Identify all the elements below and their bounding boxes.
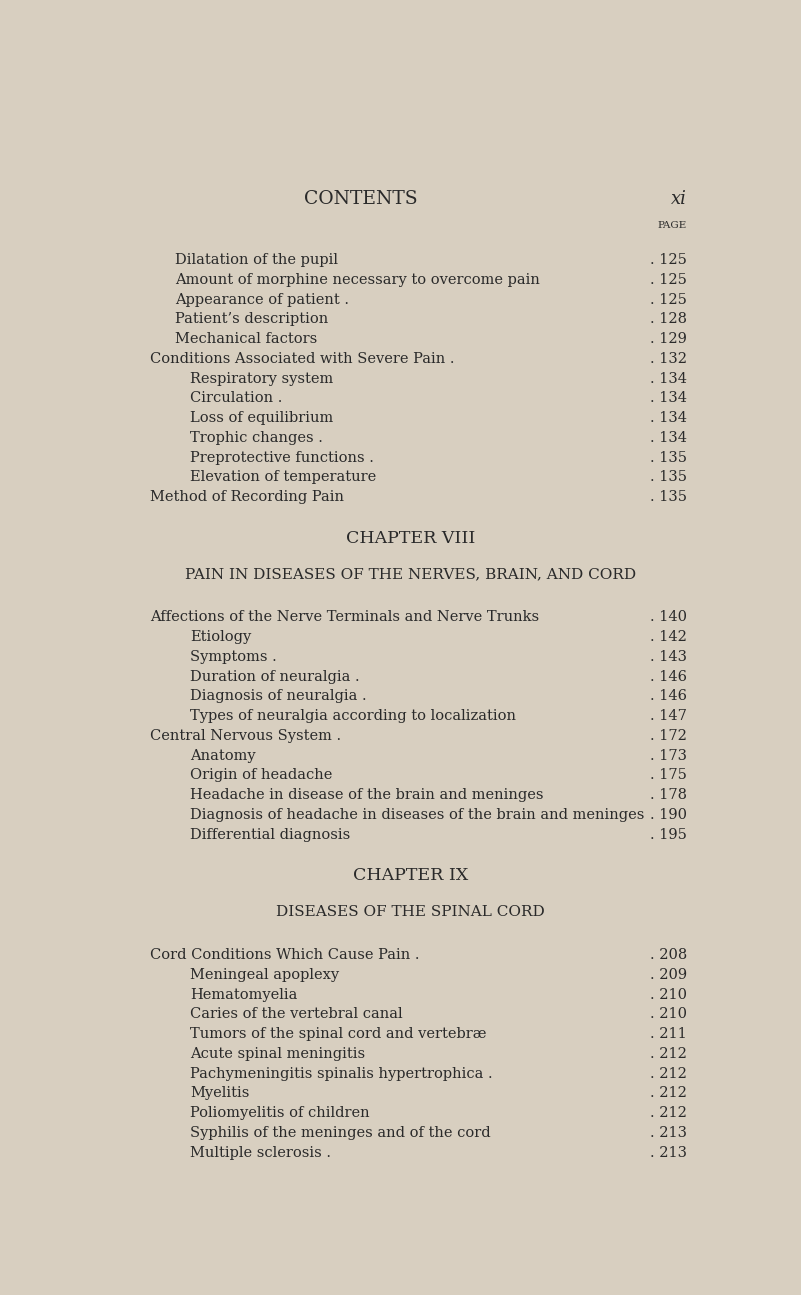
Text: Myelitis: Myelitis: [190, 1087, 250, 1101]
Text: Duration of neuralgia .: Duration of neuralgia .: [190, 670, 360, 684]
Text: Syphilis of the meninges and of the cord: Syphilis of the meninges and of the cord: [190, 1125, 491, 1140]
Text: PAGE: PAGE: [658, 221, 686, 231]
Text: Conditions Associated with Severe Pain .: Conditions Associated with Severe Pain .: [150, 352, 454, 366]
Text: . 175: . 175: [650, 768, 686, 782]
Text: . 143: . 143: [650, 650, 686, 664]
Text: Elevation of temperature: Elevation of temperature: [190, 470, 376, 484]
Text: . 142: . 142: [650, 631, 686, 644]
Text: . 210: . 210: [650, 1008, 686, 1022]
Text: Preprotective functions .: Preprotective functions .: [190, 451, 374, 465]
Text: Cord Conditions Which Cause Pain .: Cord Conditions Which Cause Pain .: [150, 948, 419, 962]
Text: . 134: . 134: [650, 372, 686, 386]
Text: . 128: . 128: [650, 312, 686, 326]
Text: . 146: . 146: [650, 670, 686, 684]
Text: Method of Recording Pain: Method of Recording Pain: [150, 490, 344, 504]
Text: Differential diagnosis: Differential diagnosis: [190, 828, 350, 842]
Text: . 195: . 195: [650, 828, 686, 842]
Text: Mechanical factors: Mechanical factors: [175, 332, 317, 346]
Text: . 212: . 212: [650, 1087, 686, 1101]
Text: Circulation .: Circulation .: [190, 391, 283, 405]
Text: Respiratory system: Respiratory system: [190, 372, 333, 386]
Text: . 211: . 211: [650, 1027, 686, 1041]
Text: . 129: . 129: [650, 332, 686, 346]
Text: Multiple sclerosis .: Multiple sclerosis .: [190, 1146, 331, 1159]
Text: Pachymeningitis spinalis hypertrophica .: Pachymeningitis spinalis hypertrophica .: [190, 1067, 493, 1080]
Text: . 147: . 147: [650, 710, 686, 723]
Text: CONTENTS: CONTENTS: [304, 190, 417, 208]
Text: Origin of headache: Origin of headache: [190, 768, 332, 782]
Text: Loss of equilibrium: Loss of equilibrium: [190, 411, 333, 425]
Text: Tumors of the spinal cord and vertebræ: Tumors of the spinal cord and vertebræ: [190, 1027, 487, 1041]
Text: Trophic changes .: Trophic changes .: [190, 431, 323, 444]
Text: . 125: . 125: [650, 293, 686, 307]
Text: . 134: . 134: [650, 411, 686, 425]
Text: Symptoms .: Symptoms .: [190, 650, 277, 664]
Text: Affections of the Nerve Terminals and Nerve Trunks: Affections of the Nerve Terminals and Ne…: [150, 610, 539, 624]
Text: . 190: . 190: [650, 808, 686, 822]
Text: . 213: . 213: [650, 1125, 686, 1140]
Text: . 212: . 212: [650, 1106, 686, 1120]
Text: Types of neuralgia according to localization: Types of neuralgia according to localiza…: [190, 710, 516, 723]
Text: . 209: . 209: [650, 967, 686, 982]
Text: Headache in disease of the brain and meninges: Headache in disease of the brain and men…: [190, 789, 544, 802]
Text: . 210: . 210: [650, 988, 686, 1001]
Text: Anatomy: Anatomy: [190, 749, 256, 763]
Text: Amount of morphine necessary to overcome pain: Amount of morphine necessary to overcome…: [175, 273, 540, 287]
Text: Central Nervous System .: Central Nervous System .: [150, 729, 341, 743]
Text: DISEASES OF THE SPINAL CORD: DISEASES OF THE SPINAL CORD: [276, 905, 545, 919]
Text: Hematomyelia: Hematomyelia: [190, 988, 297, 1001]
Text: Patient’s description: Patient’s description: [175, 312, 328, 326]
Text: Caries of the vertebral canal: Caries of the vertebral canal: [190, 1008, 403, 1022]
Text: . 178: . 178: [650, 789, 686, 802]
Text: . 172: . 172: [650, 729, 686, 743]
Text: Acute spinal meningitis: Acute spinal meningitis: [190, 1046, 365, 1061]
Text: Meningeal apoplexy: Meningeal apoplexy: [190, 967, 340, 982]
Text: . 212: . 212: [650, 1046, 686, 1061]
Text: . 213: . 213: [650, 1146, 686, 1159]
Text: . 212: . 212: [650, 1067, 686, 1080]
Text: . 134: . 134: [650, 391, 686, 405]
Text: Appearance of patient .: Appearance of patient .: [175, 293, 348, 307]
Text: . 173: . 173: [650, 749, 686, 763]
Text: CHAPTER VIII: CHAPTER VIII: [346, 530, 475, 546]
Text: CHAPTER IX: CHAPTER IX: [353, 868, 468, 884]
Text: Poliomyelitis of children: Poliomyelitis of children: [190, 1106, 370, 1120]
Text: Dilatation of the pupil: Dilatation of the pupil: [175, 253, 337, 267]
Text: Etiology: Etiology: [190, 631, 252, 644]
Text: PAIN IN DISEASES OF THE NERVES, BRAIN, AND CORD: PAIN IN DISEASES OF THE NERVES, BRAIN, A…: [185, 567, 636, 581]
Text: . 125: . 125: [650, 273, 686, 287]
Text: . 135: . 135: [650, 490, 686, 504]
Text: . 125: . 125: [650, 253, 686, 267]
Text: Diagnosis of neuralgia .: Diagnosis of neuralgia .: [190, 689, 367, 703]
Text: . 208: . 208: [650, 948, 686, 962]
Text: . 140: . 140: [650, 610, 686, 624]
Text: . 132: . 132: [650, 352, 686, 366]
Text: . 135: . 135: [650, 451, 686, 465]
Text: . 134: . 134: [650, 431, 686, 444]
Text: . 135: . 135: [650, 470, 686, 484]
Text: xi: xi: [671, 190, 686, 208]
Text: Diagnosis of headache in diseases of the brain and meninges: Diagnosis of headache in diseases of the…: [190, 808, 645, 822]
Text: . 146: . 146: [650, 689, 686, 703]
